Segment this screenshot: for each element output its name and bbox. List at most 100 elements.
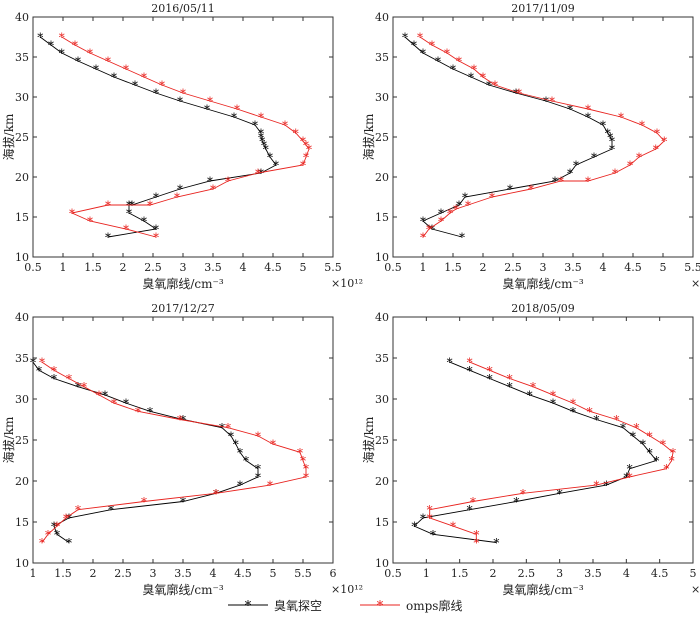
data-point: * [258,131,264,145]
data-point: * [180,87,186,101]
x-tick-label: 5 [270,567,277,580]
x-tick-label: 2.5 [504,261,522,274]
data-point: * [39,536,45,550]
data-point: * [261,139,267,153]
data-point: * [633,421,639,435]
data-point: * [513,87,519,101]
x-tick-label: 4.5 [234,567,252,580]
data-point: * [72,39,78,53]
data-point: * [543,95,549,109]
data-point: * [132,79,138,93]
y-tick-label: 20 [375,475,389,488]
chart-title: 2017/11/09 [511,2,574,15]
chart-title: 2016/05/11 [151,2,214,15]
y-tick-label: 10 [375,251,389,264]
data-point: * [259,135,265,149]
y-axis-label: 海拔/km [1,113,16,160]
x-tick-label: 1 [60,261,67,274]
x-tick-label: 3 [540,261,547,274]
data-point: * [243,454,249,468]
data-point: * [627,462,633,476]
series-omps: **************************** [417,31,667,245]
series-line [61,36,310,238]
x-tick-label: 3 [180,261,187,274]
legend: * 臭氧探空 * omps廓线 [228,598,462,614]
x-axis-multiplier: ×10¹² [331,277,363,290]
data-point: * [613,413,619,427]
data-point: * [267,479,273,493]
data-point: * [66,511,72,525]
data-point: * [75,380,81,394]
data-point: * [225,421,231,435]
data-point: * [528,183,534,197]
data-point: * [427,503,433,517]
x-tick-label: 2.5 [144,261,162,274]
y-tick-label: 15 [15,516,29,529]
data-point: * [669,454,675,468]
data-point: * [303,462,309,476]
data-point: * [550,397,556,411]
data-point: * [429,223,435,237]
series-sonde: ***************************** [37,31,279,245]
data-point: * [300,135,306,149]
data-point: * [263,143,269,157]
data-point: * [585,103,591,117]
data-point: * [593,413,599,427]
x-tick-label: 3.5 [564,261,582,274]
y-tick-label: 20 [15,171,29,184]
data-point: * [153,231,159,245]
data-point: * [420,47,426,61]
x-tick-label: 4 [210,567,217,580]
x-tick-label: 0.5 [24,261,42,274]
data-point: * [591,151,597,165]
data-point: * [177,413,183,427]
data-point: * [647,446,653,460]
y-axis-label: 海拔/km [361,113,376,160]
data-point: * [30,356,36,370]
data-point: * [603,479,609,493]
data-point: * [470,495,476,509]
y-tick-label: 30 [375,91,389,104]
plot-frame [32,16,334,258]
data-point: * [303,470,309,484]
data-point: * [450,520,456,534]
data-point: * [438,207,444,221]
data-point: * [516,87,522,101]
data-point: * [75,503,81,517]
data-point: * [105,199,111,213]
data-point: * [233,438,239,452]
data-point: * [630,429,636,443]
data-point: * [69,207,75,221]
y-tick-label: 25 [15,434,29,447]
data-point: * [111,397,117,411]
data-point: * [447,207,453,221]
x-axis-label: 臭氧廓线/cm⁻³ [142,276,223,291]
y-tick-label: 10 [375,557,389,570]
x-tick-label: 2.5 [114,567,132,580]
data-point: * [549,95,555,109]
data-point: * [255,167,261,181]
data-point: * [447,356,453,370]
x-tick-label: 4 [240,261,247,274]
data-point: * [207,95,213,109]
series-line [404,36,613,238]
data-point: * [297,446,303,460]
y-tick-label: 30 [15,393,29,406]
data-point: * [557,487,563,501]
x-tick-label: 0.5 [384,261,402,274]
chart-panel: 2018/05/09 0.5 1 1.5 2 2.5 3 3.5 4 4.5 5 10 15 20 25 30… [361,302,700,597]
data-point: * [300,454,306,468]
data-point: * [456,199,462,213]
data-point: * [108,503,114,517]
data-point: * [39,356,45,370]
data-point: * [567,103,573,117]
data-point: * [225,175,231,189]
x-tick-label: 4 [623,567,630,580]
data-point: * [129,199,135,213]
data-point: * [520,487,526,501]
data-point: * [174,191,180,205]
data-point: * [153,191,159,205]
y-tick-label: 30 [375,393,389,406]
data-point: * [587,405,593,419]
data-point: * [453,203,459,217]
